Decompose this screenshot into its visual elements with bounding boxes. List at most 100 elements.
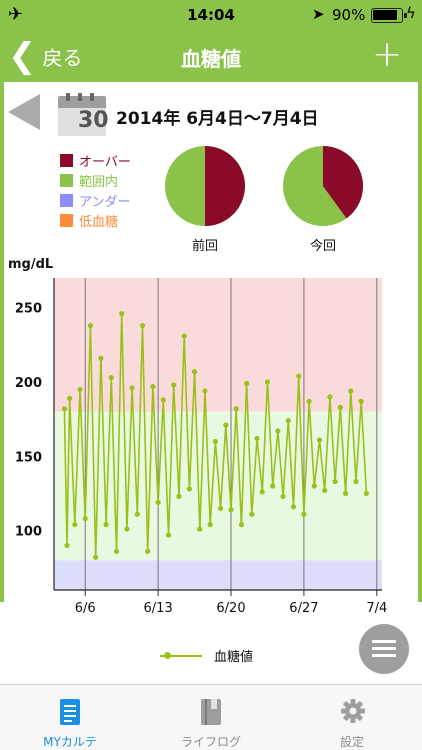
data-point [87,322,94,329]
data-point [270,483,276,489]
pie-label-current: 今回 [309,239,336,254]
pie-slice-over [323,146,363,219]
data-point [171,382,177,388]
add-button[interactable]: + [372,34,403,75]
date-range: 2014年 6月4日〜7月4日 [116,109,319,129]
status-bar: ✈ 14:04 ➤ 90% ϟ [0,0,422,30]
previous-period-button[interactable] [8,94,40,130]
tab-lifelog[interactable]: ライフログ [141,685,281,750]
tab-settings[interactable]: 設定 [282,685,422,750]
data-point [337,404,343,410]
pie-chart-current [283,146,363,226]
blood-glucose-chart: 6/6 6/13 6/20 6/27 7/4 100 150 200 250 [15,278,387,616]
pie-previous: 前回 [164,145,246,254]
data-point [67,395,73,401]
pie-current: 今回 [282,145,364,254]
tab-label: MYカルテ [43,735,97,749]
page-title: 血糖値 [181,47,241,71]
data-point [134,511,140,517]
legend-swatch [60,173,73,187]
series-legend: 血糖値 [160,646,253,665]
data-point [207,522,213,528]
y-tick-label: 100 [15,525,42,540]
data-point [202,388,208,394]
tab-my-karte[interactable]: MYカルテ [0,685,140,750]
data-point [280,493,286,499]
data-point [119,311,125,317]
battery-percent: 90% [332,6,366,24]
tab-label: ライフログ [180,735,241,749]
legend-swatch [60,153,73,167]
data-point [108,374,114,381]
data-point [165,532,172,538]
legend-item-in-range: 範囲内 [60,170,131,190]
series-legend-label: 血糖値 [214,650,254,665]
menu-button[interactable] [359,624,409,674]
data-point [139,322,146,329]
status-time: 14:04 [187,6,235,24]
data-point [358,398,364,404]
x-tick-label: 6/27 [289,601,318,616]
data-point [186,486,192,492]
charging-icon: ϟ [406,4,416,22]
legend-item-hypoglycemia: 低血糖 [60,210,131,230]
pie-slice-over [205,146,245,226]
data-point [191,369,198,375]
data-point [72,522,78,528]
data-point [322,487,328,494]
data-point [233,406,239,412]
data-point [244,380,250,387]
data-point [254,435,260,442]
pie-chart-previous [165,146,245,226]
data-point [218,505,224,511]
x-tick-label: 7/4 [366,601,387,616]
data-point [64,542,70,549]
y-tick-label: 200 [15,376,42,391]
location-icon: ➤ [312,5,325,23]
data-point [150,383,156,390]
band-over [54,278,382,412]
x-tick-label: 6/20 [216,601,245,616]
data-point [129,385,135,391]
left-border [0,82,4,602]
legend-label: 範囲内 [79,174,119,190]
data-point [259,489,265,495]
medical-chart-icon [60,699,80,725]
data-point [103,522,109,528]
data-point [197,526,203,532]
data-point [290,504,297,510]
data-point [223,422,229,428]
legend-item-over: オーバー [60,150,131,170]
y-tick-label: 250 [15,302,42,317]
data-point [275,428,281,434]
series-line [63,313,368,558]
data-point [145,548,151,554]
back-button[interactable]: ❮ 戻る [8,38,83,74]
data-point [301,511,307,517]
y-axis-unit: mg/dL [8,257,54,272]
calendar-icon[interactable]: 30 [58,93,109,136]
data-point [124,526,130,532]
gear-icon [341,699,365,723]
data-point [353,478,359,485]
chevron-left-icon: ❮ [8,36,37,76]
content-frame [0,82,422,602]
tab-label: 設定 [339,735,364,749]
data-point [316,437,323,443]
data-point [327,394,333,400]
data-point [212,438,218,445]
data-point [155,499,161,505]
legend-label: 低血糖 [79,214,119,230]
data-point [264,379,271,385]
data-point [228,507,234,513]
book-icon [201,699,221,725]
data-point [61,406,68,412]
right-border [418,82,422,602]
data-point [93,554,99,560]
calendar-day: 30 [78,108,109,133]
range-legend: オーバー 範囲内 アンダー 低血糖 [60,150,131,230]
navigation-bar: ❮ 戻る 血糖値 + [0,30,422,82]
series-line-swatch [160,651,202,659]
legend-item-under: アンダー [60,190,131,210]
band-under [54,560,382,590]
